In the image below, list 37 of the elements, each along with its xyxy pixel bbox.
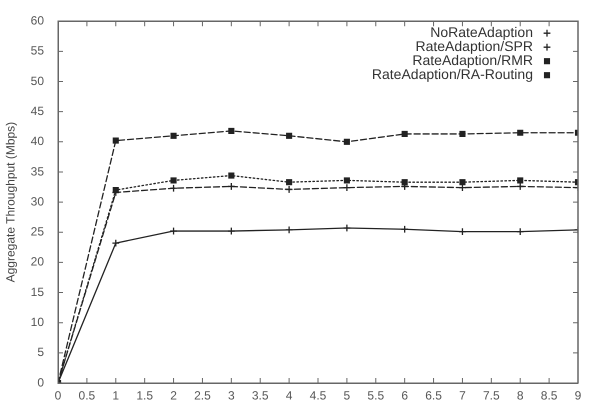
x-tick-label: 4	[286, 388, 293, 403]
y-axis-title: Aggregate Throughput (Mbps)	[4, 122, 18, 282]
legend-label: RateAdaption/SPR	[415, 38, 533, 54]
y-tick-label: 10	[30, 315, 44, 330]
y-tick-label: 15	[30, 284, 44, 299]
x-tick-label: 2	[170, 388, 178, 403]
x-tick-label: 9	[574, 388, 582, 403]
x-tick-label: 3.5	[252, 388, 269, 403]
legend-label: RateAdaption/RMR	[412, 52, 533, 68]
y-tick-label: 55	[30, 44, 44, 58]
x-tick-label: 1	[112, 388, 120, 403]
x-tick-label: 7	[459, 388, 466, 403]
x-tick-label: 6.5	[425, 388, 442, 403]
y-tick-label: 50	[30, 74, 44, 88]
y-tick-label: 5	[37, 345, 44, 360]
x-tick-label: 2.5	[194, 388, 212, 403]
y-tick-label: 20	[30, 254, 44, 269]
x-tick-label: 7.5	[482, 388, 500, 403]
x-tick-label: 0	[54, 388, 62, 403]
x-tick-label: 4.5	[310, 388, 327, 403]
legend-label: NoRateAdaption	[430, 24, 533, 40]
y-tick-label: 40	[30, 134, 44, 148]
y-tick-label: 60	[30, 14, 44, 28]
x-tick-label: 5	[344, 388, 351, 403]
x-tick-label: 3	[228, 388, 235, 403]
x-tick-label: 0.5	[78, 388, 96, 403]
y-tick-label: 25	[30, 224, 44, 239]
x-tick-label: 1.5	[136, 388, 154, 403]
x-tick-label: 8.5	[540, 388, 558, 403]
legend-label: RateAdaption/RA-Routing	[372, 66, 533, 82]
x-tick-label: 6	[401, 388, 408, 403]
x-tick-label: 8	[516, 388, 524, 403]
y-tick-label: 0	[37, 375, 44, 390]
x-tick-label: 5.5	[367, 388, 384, 403]
y-tick-label: 45	[30, 104, 44, 118]
y-tick-label: 35	[30, 164, 44, 178]
y-tick-label: 30	[30, 194, 44, 208]
